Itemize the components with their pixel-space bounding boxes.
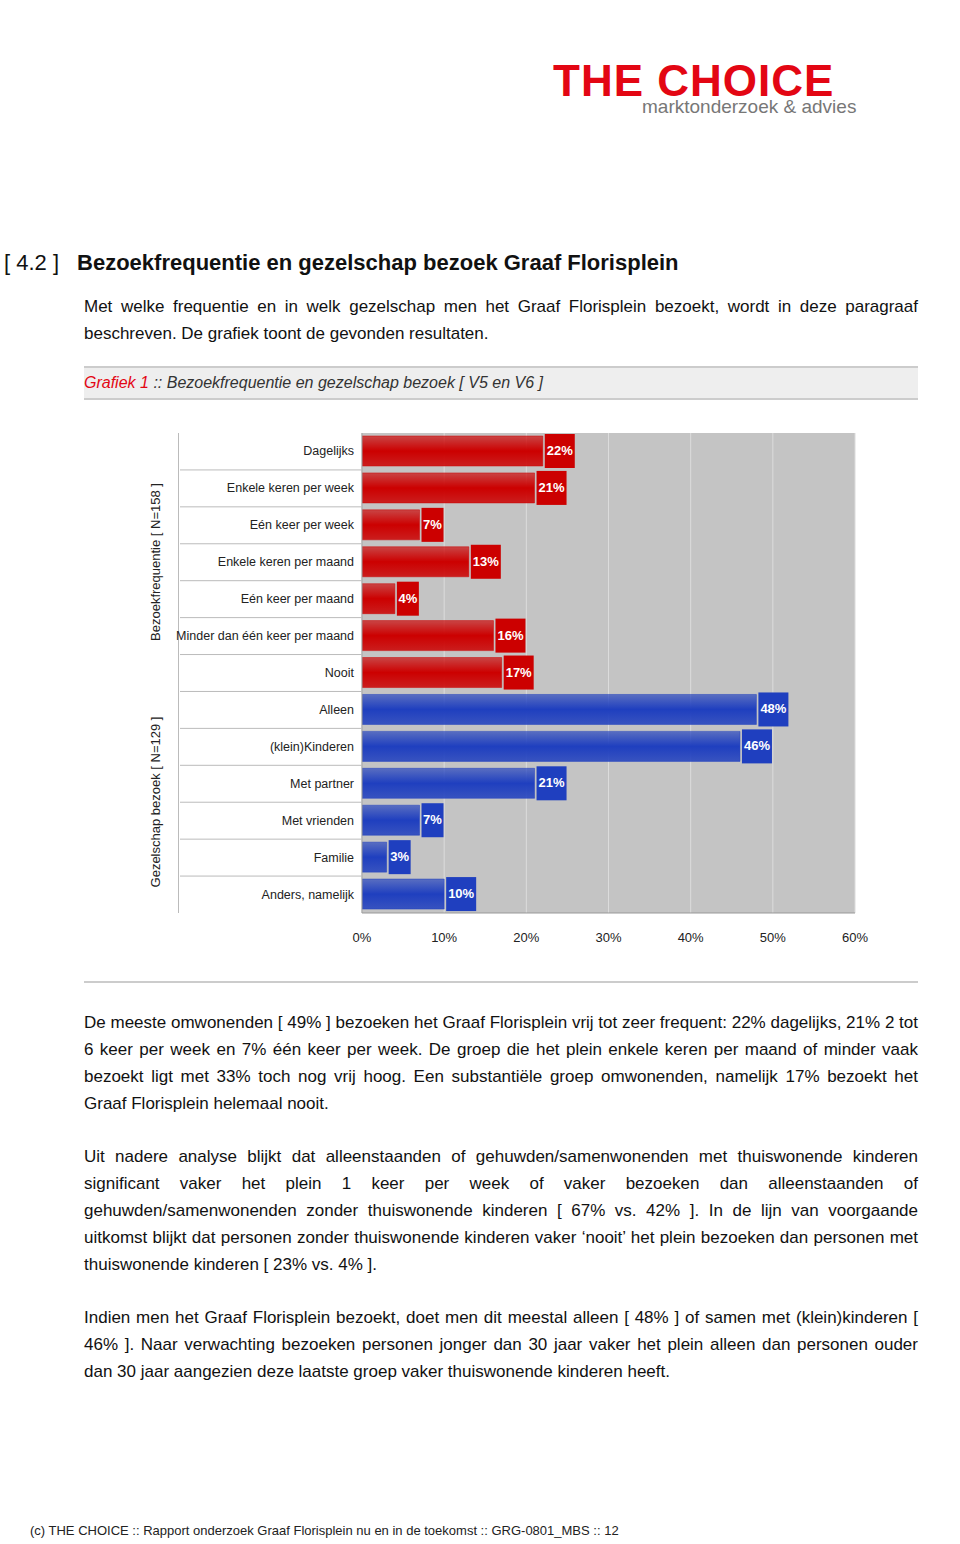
html-text:De meeste omwonenden [ 49% ] b: De meeste omwonenden [ 49% ] bezoeken he… [84,1013,918,1113]
html-text:Uit nadere analyse blijkt dat: Uit nadere analyse blijkt dat alleenstaa… [84,1147,918,1274]
svg-text:Eén keer per maand: Eén keer per maand [241,592,354,606]
html-text:marktonderzoek & advies: marktonderzoek & advies [642,96,857,117]
svg-text:30%: 30% [595,930,621,945]
svg-text:46%: 46% [744,738,770,753]
svg-text:4%: 4% [398,591,417,606]
svg-text:3%: 3% [390,849,409,864]
svg-text:22%: 22% [547,443,573,458]
svg-text:13%: 13% [473,554,499,569]
svg-text:17%: 17% [506,665,532,680]
html-text:THE CHOICE: THE CHOICE [553,56,835,105]
html-text:Grafiek 1 :: Bezoekfrequentie: Grafiek 1 :: Bezoekfrequentie en gezelsc… [84,374,543,391]
svg-text:50%: 50% [760,930,786,945]
html-text:Bezoekfrequentie en gezelschap: Bezoekfrequentie en gezelschap bezoek Gr… [77,250,679,275]
svg-text:48%: 48% [760,701,786,716]
svg-text:7%: 7% [423,517,442,532]
svg-text:60%: 60% [842,930,868,945]
svg-text:Enkele keren per maand: Enkele keren per maand [218,555,354,569]
html-text:Indien men het Graaf Florisple: Indien men het Graaf Florisplein bezoekt… [84,1308,918,1381]
html-text:(c) THE CHOICE :: Rapport onde: (c) THE CHOICE :: Rapport onderzoek Graa… [30,1523,619,1538]
svg-text:Dagelijks: Dagelijks [303,444,354,458]
svg-text:10%: 10% [448,886,474,901]
svg-text:Eén keer per week: Eén keer per week [250,518,355,532]
svg-text:21%: 21% [539,480,565,495]
svg-text:10%: 10% [431,930,457,945]
svg-text:Familie: Familie [314,851,354,865]
svg-text:Met partner: Met partner [290,777,354,791]
svg-text:16%: 16% [497,628,523,643]
svg-text:(klein)Kinderen: (klein)Kinderen [270,740,354,754]
svg-text:20%: 20% [513,930,539,945]
svg-text:Anders, namelijk: Anders, namelijk [262,888,355,902]
html-text:Met welke frequentie en in wel: Met welke frequentie en in welk gezelsch… [84,297,918,343]
html-text:[ 4.2 ]: [ 4.2 ] [4,250,59,275]
svg-text:7%: 7% [423,812,442,827]
html-text:Gezelschap bezoek [ N=129 ]: Gezelschap bezoek [ N=129 ] [147,716,163,888]
svg-text:0%: 0% [353,930,372,945]
html-text:Bezoekfrequentie [ N=158 ]: Bezoekfrequentie [ N=158 ] [147,483,163,642]
svg-text:40%: 40% [678,930,704,945]
svg-text:Enkele keren per week: Enkele keren per week [227,481,355,495]
svg-text:Met vrienden: Met vrienden [282,814,354,828]
svg-text:21%: 21% [539,775,565,790]
svg-text:Nooit: Nooit [325,666,355,680]
svg-text:Alleen: Alleen [319,703,354,717]
svg-text:Minder dan één keer per maand: Minder dan één keer per maand [176,629,354,643]
